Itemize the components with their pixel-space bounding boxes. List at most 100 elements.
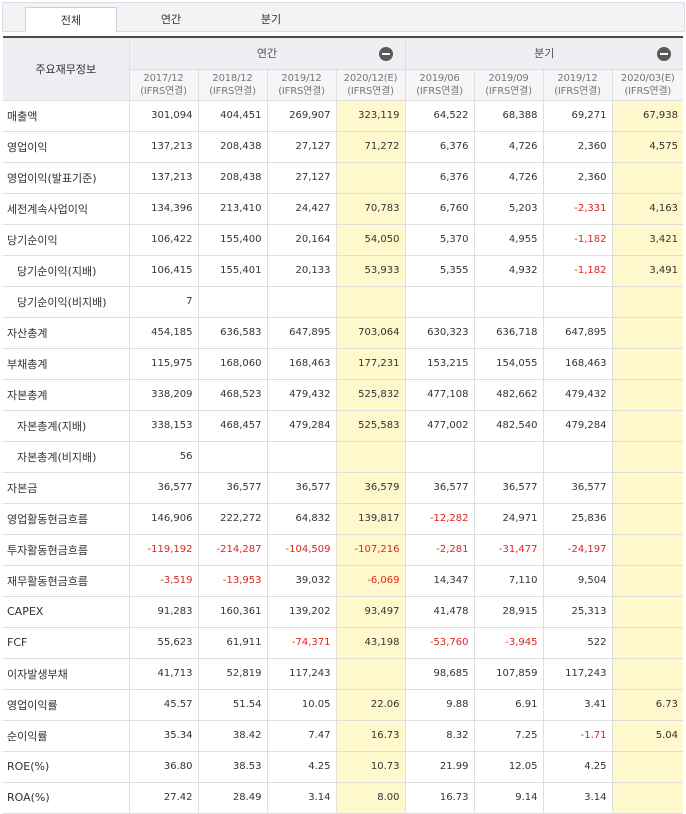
tab-quarterly[interactable]: 분기	[260, 13, 282, 26]
value-cell	[405, 286, 475, 318]
table-body: 매출액 301,094 404,451 269,907 323,119 64,522 68,…	[3, 100, 683, 814]
value-cell	[612, 472, 683, 504]
value-cell	[543, 286, 613, 318]
value-cell: 61,911	[198, 627, 268, 659]
value-cell: 636,718	[474, 317, 544, 349]
period-basis: (IFRS연결)	[140, 85, 187, 97]
row-label: 부채총계	[3, 348, 130, 380]
period-basis: (IFRS연결)	[624, 85, 672, 97]
value-cell: 51.54	[198, 689, 268, 721]
value-cell: -13,953	[198, 565, 268, 597]
period-date: 2019/09	[488, 72, 529, 84]
value-cell: 208,438	[198, 162, 268, 194]
period-header: 2020/12(E) (IFRS연결)	[336, 69, 406, 101]
value-cell: 6,376	[405, 162, 475, 194]
value-cell: 208,438	[198, 131, 268, 163]
value-cell: 222,272	[198, 503, 268, 535]
period-header: 2019/09 (IFRS연결)	[474, 69, 544, 101]
value-cell	[267, 286, 337, 318]
value-cell: 8.32	[405, 720, 475, 752]
value-cell: 137,213	[129, 162, 199, 194]
tab-annual[interactable]: 연간	[160, 13, 182, 26]
value-cell: 20,164	[267, 224, 337, 256]
value-cell	[336, 658, 406, 690]
table-row: 순이익률 35.34 38.42 7.47 16.73 8.32 7.25 -1.71 5.04	[3, 720, 683, 752]
row-label: 당기순이익	[3, 224, 130, 256]
period-tab-bar: 전체 연간 분기	[2, 2, 685, 33]
value-cell: 24,971	[474, 503, 544, 535]
value-cell: 477,108	[405, 379, 475, 411]
value-cell: 7.25	[474, 720, 544, 752]
period-date: 2018/12	[212, 72, 253, 84]
collapse-annual-icon[interactable]	[378, 47, 393, 61]
value-cell: 98,685	[405, 658, 475, 690]
value-cell: 106,415	[129, 255, 199, 287]
value-cell: 301,094	[129, 100, 199, 132]
value-cell: 139,817	[336, 503, 406, 535]
value-cell: 107,859	[474, 658, 544, 690]
table-row: 영업이익률 45.57 51.54 10.05 22.06 9.88 6.91 3.41 6.7…	[3, 689, 683, 721]
value-cell: 36,577	[405, 472, 475, 504]
value-cell: 137,213	[129, 131, 199, 163]
value-cell: 168,060	[198, 348, 268, 380]
value-cell: 482,662	[474, 379, 544, 411]
value-cell: 6.73	[612, 689, 683, 721]
value-cell: 25,836	[543, 503, 613, 535]
value-cell	[198, 441, 268, 473]
value-cell	[612, 348, 683, 380]
value-cell: 160,361	[198, 596, 268, 628]
value-cell: 20,133	[267, 255, 337, 287]
value-cell: -31,477	[474, 534, 544, 566]
value-cell: 636,583	[198, 317, 268, 349]
table-row: 당기순이익(비지배) 7	[3, 286, 683, 318]
period-header: 2018/12 (IFRS연결)	[198, 69, 268, 101]
value-cell: 68,388	[474, 100, 544, 132]
value-cell: 6,760	[405, 193, 475, 225]
value-cell: 3,421	[612, 224, 683, 256]
value-cell	[267, 441, 337, 473]
value-cell: 323,119	[336, 100, 406, 132]
row-label: ROE(%)	[3, 751, 130, 783]
value-cell: 154,055	[474, 348, 544, 380]
value-cell: 479,432	[543, 379, 613, 411]
row-label: 영업이익률	[3, 689, 130, 721]
row-label: 당기순이익(비지배)	[3, 286, 130, 318]
table-row: 투자활동현금흐름 -119,192 -214,287 -104,509 -107,216…	[3, 534, 683, 566]
table-row: 영업이익(발표기준) 137,213 208,438 27,127 6,376 4,726…	[3, 162, 683, 194]
value-cell: 16.73	[405, 782, 475, 814]
value-cell	[474, 441, 544, 473]
value-cell: 3.14	[267, 782, 337, 814]
value-cell: 525,583	[336, 410, 406, 442]
value-cell: 56	[129, 441, 199, 473]
value-cell: 39,032	[267, 565, 337, 597]
value-cell: 477,002	[405, 410, 475, 442]
value-cell: 482,540	[474, 410, 544, 442]
tab-all[interactable]: 전체	[25, 7, 117, 33]
value-cell: -24,197	[543, 534, 613, 566]
value-cell: 479,284	[267, 410, 337, 442]
value-cell: 36,577	[198, 472, 268, 504]
value-cell: 3.41	[543, 689, 613, 721]
value-cell: 7	[129, 286, 199, 318]
value-cell: 134,396	[129, 193, 199, 225]
value-cell: 71,272	[336, 131, 406, 163]
value-cell: 647,895	[267, 317, 337, 349]
value-cell: 52,819	[198, 658, 268, 690]
row-label: 재무활동현금흐름	[3, 565, 130, 597]
value-cell: 25,313	[543, 596, 613, 628]
value-cell: -1,182	[543, 255, 613, 287]
table-row: 영업이익 137,213 208,438 27,127 71,272 6,376 4,726…	[3, 131, 683, 163]
value-cell: 12.05	[474, 751, 544, 783]
table-row: 부채총계 115,975 168,060 168,463 177,231 153,215 1…	[3, 348, 683, 380]
value-cell: 4,163	[612, 193, 683, 225]
value-cell: 177,231	[336, 348, 406, 380]
value-cell: 16.73	[336, 720, 406, 752]
value-cell: 454,185	[129, 317, 199, 349]
value-cell: 64,832	[267, 503, 337, 535]
value-cell: 468,523	[198, 379, 268, 411]
period-header: 2020/03(E) (IFRS연결)	[612, 69, 683, 101]
collapse-quarterly-icon[interactable]	[657, 47, 671, 61]
annual-group-label: 연간	[256, 47, 278, 61]
value-cell	[612, 565, 683, 597]
period-basis: (IFRS연결)	[209, 85, 256, 97]
